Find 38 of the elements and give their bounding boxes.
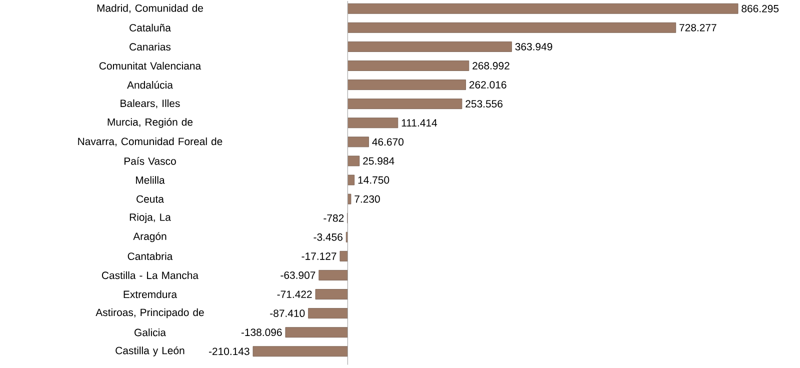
y-tick-label: Navarra, Comunidad Foreal de xyxy=(78,137,222,146)
data-label: 866.295 xyxy=(742,4,779,12)
y-tick-label: Extremdura xyxy=(124,290,178,298)
y-tick-label: Astiroas, Principado de xyxy=(96,308,204,318)
y-tick-label: Comunitat Valenciana xyxy=(99,62,202,70)
data-label: 7.230 xyxy=(354,195,380,203)
data-label: 253.556 xyxy=(466,100,502,108)
y-tick-label: Galicia xyxy=(134,328,166,336)
y-tick-label: Cantabria xyxy=(128,252,173,260)
y-tick-label: Aragón xyxy=(133,232,166,242)
data-label: 14.750 xyxy=(358,176,390,184)
data-label: 262.016 xyxy=(469,81,506,88)
y-tick-label: País Vasco xyxy=(124,157,176,165)
data-label: -17.127 xyxy=(302,252,336,260)
data-label: 363.949 xyxy=(515,43,552,50)
data-label: -138.096 xyxy=(241,328,282,336)
y-tick-label: Canarias xyxy=(130,42,171,51)
y-tick-label: Balears, Illes xyxy=(120,99,180,108)
data-label: -71.422 xyxy=(277,290,312,298)
data-label: 728.277 xyxy=(680,24,716,32)
data-label: 111.414 xyxy=(402,119,438,126)
y-tick-label: Cataluña xyxy=(130,24,171,32)
y-tick-label: Ceuta xyxy=(136,195,164,203)
data-label: -210.143 xyxy=(208,348,250,356)
y-tick-label: Melilla xyxy=(136,176,165,184)
data-label: 268.992 xyxy=(472,62,510,70)
y-tick-label: Madrid, Comunidad de xyxy=(97,4,203,14)
data-label: -782 xyxy=(324,214,344,222)
data-label: 25.984 xyxy=(363,157,394,165)
y-tick-label: Castilla - La Mancha xyxy=(102,271,199,280)
data-label: -63.907 xyxy=(280,272,316,279)
data-label: -87.410 xyxy=(270,310,305,318)
y-tick-label: Rioja, La xyxy=(130,213,171,223)
y-tick-label: Andalúcia xyxy=(127,80,173,89)
data-label: -3.456 xyxy=(314,233,342,241)
y-tick-label: Murcia, Región de xyxy=(108,118,193,128)
data-label: 46.670 xyxy=(372,138,404,146)
y-tick-label: Castilla y León xyxy=(116,346,184,356)
